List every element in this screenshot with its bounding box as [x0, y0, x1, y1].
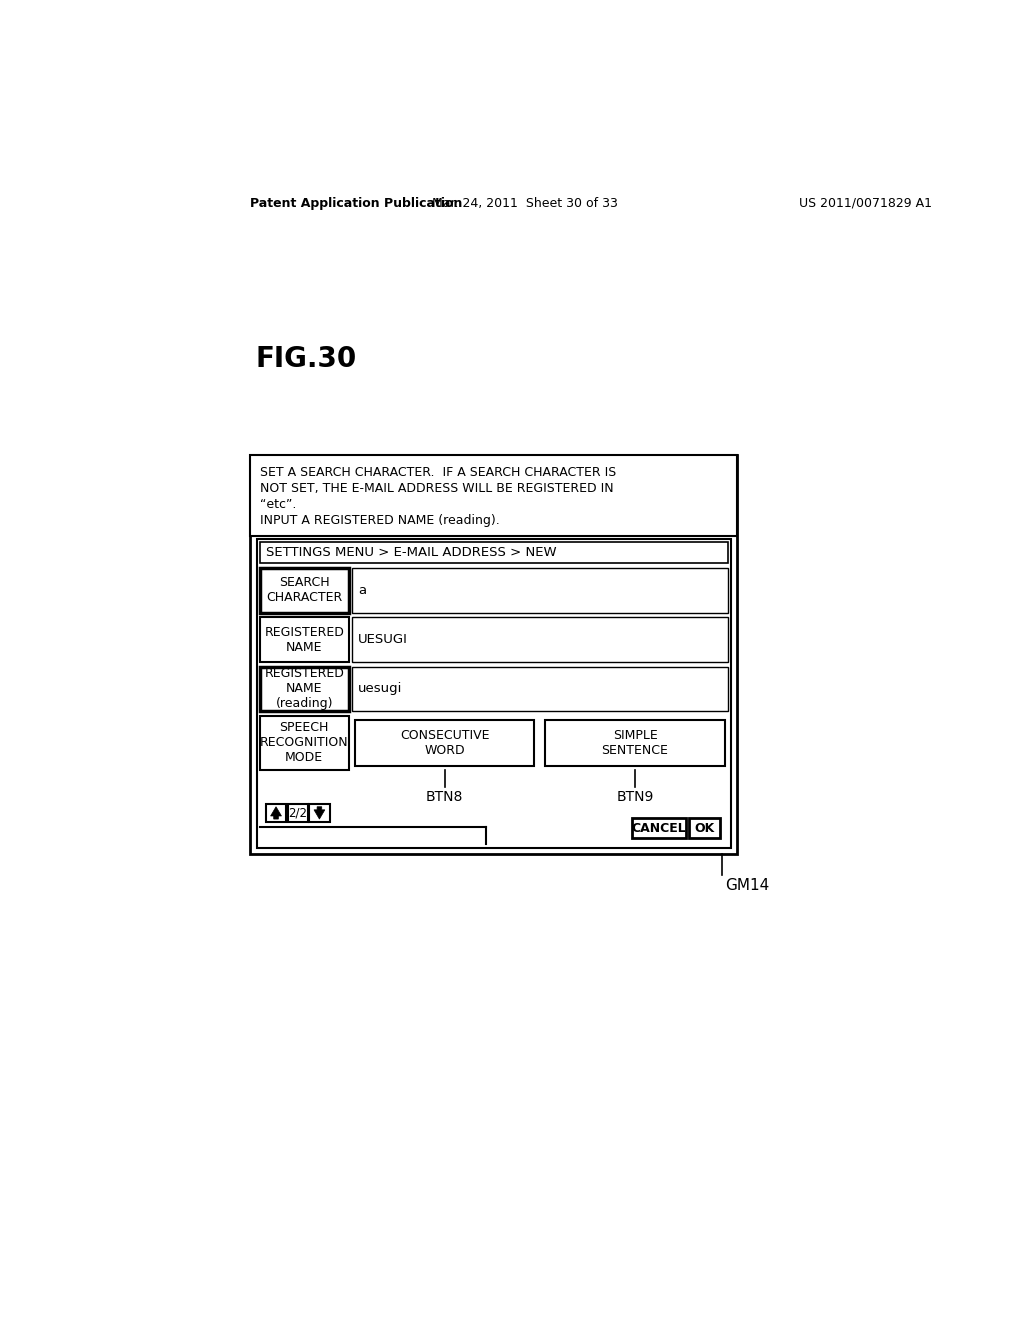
Text: SET A SEARCH CHARACTER.  IF A SEARCH CHARACTER IS: SET A SEARCH CHARACTER. IF A SEARCH CHAR…	[260, 466, 616, 479]
Text: SETTINGS MENU > E-MAIL ADDRESS > NEW: SETTINGS MENU > E-MAIL ADDRESS > NEW	[266, 546, 557, 560]
Text: INPUT A REGISTERED NAME (reading).: INPUT A REGISTERED NAME (reading).	[260, 515, 500, 527]
Polygon shape	[270, 807, 282, 818]
Bar	[257, 539, 731, 847]
Bar	[689, 818, 720, 838]
Text: Mar. 24, 2011  Sheet 30 of 33: Mar. 24, 2011 Sheet 30 of 33	[432, 197, 617, 210]
Text: US 2011/0071829 A1: US 2011/0071829 A1	[799, 197, 932, 210]
Bar	[251, 455, 737, 854]
Bar	[546, 719, 725, 766]
Text: REGISTERED
NAME: REGISTERED NAME	[264, 626, 344, 653]
Bar	[251, 455, 737, 536]
Bar	[352, 618, 728, 663]
Text: BTN9: BTN9	[616, 789, 653, 804]
Text: a: a	[358, 583, 367, 597]
Text: BTN8: BTN8	[426, 789, 464, 804]
Text: Patent Application Publication: Patent Application Publication	[251, 197, 463, 210]
Text: UESUGI: UESUGI	[358, 634, 408, 647]
Text: SIMPLE
SENTENCE: SIMPLE SENTENCE	[602, 729, 669, 756]
Bar	[260, 618, 349, 663]
Bar	[309, 804, 330, 822]
Text: “etc”.: “etc”.	[260, 498, 296, 511]
Bar	[260, 543, 728, 564]
Bar	[260, 568, 349, 612]
Bar	[260, 667, 349, 711]
Text: REGISTERED
NAME
(reading): REGISTERED NAME (reading)	[264, 668, 344, 710]
Polygon shape	[314, 807, 325, 818]
Bar	[260, 715, 349, 770]
Text: SPEECH
RECOGNITION
MODE: SPEECH RECOGNITION MODE	[260, 721, 348, 764]
Text: FIG.30: FIG.30	[256, 345, 357, 372]
Bar	[355, 719, 535, 766]
Bar	[266, 804, 286, 822]
Text: NOT SET, THE E-MAIL ADDRESS WILL BE REGISTERED IN: NOT SET, THE E-MAIL ADDRESS WILL BE REGI…	[260, 482, 613, 495]
Text: OK: OK	[694, 822, 715, 834]
Text: CANCEL: CANCEL	[632, 822, 686, 834]
Text: 2/2: 2/2	[288, 807, 307, 820]
Text: uesugi: uesugi	[358, 682, 402, 696]
Text: SEARCH
CHARACTER: SEARCH CHARACTER	[266, 577, 342, 605]
Text: CONSECUTIVE
WORD: CONSECUTIVE WORD	[400, 729, 489, 756]
Text: GM14: GM14	[726, 878, 770, 894]
Bar	[352, 568, 728, 612]
Bar	[632, 818, 686, 838]
Bar	[352, 667, 728, 711]
Bar	[288, 804, 308, 822]
